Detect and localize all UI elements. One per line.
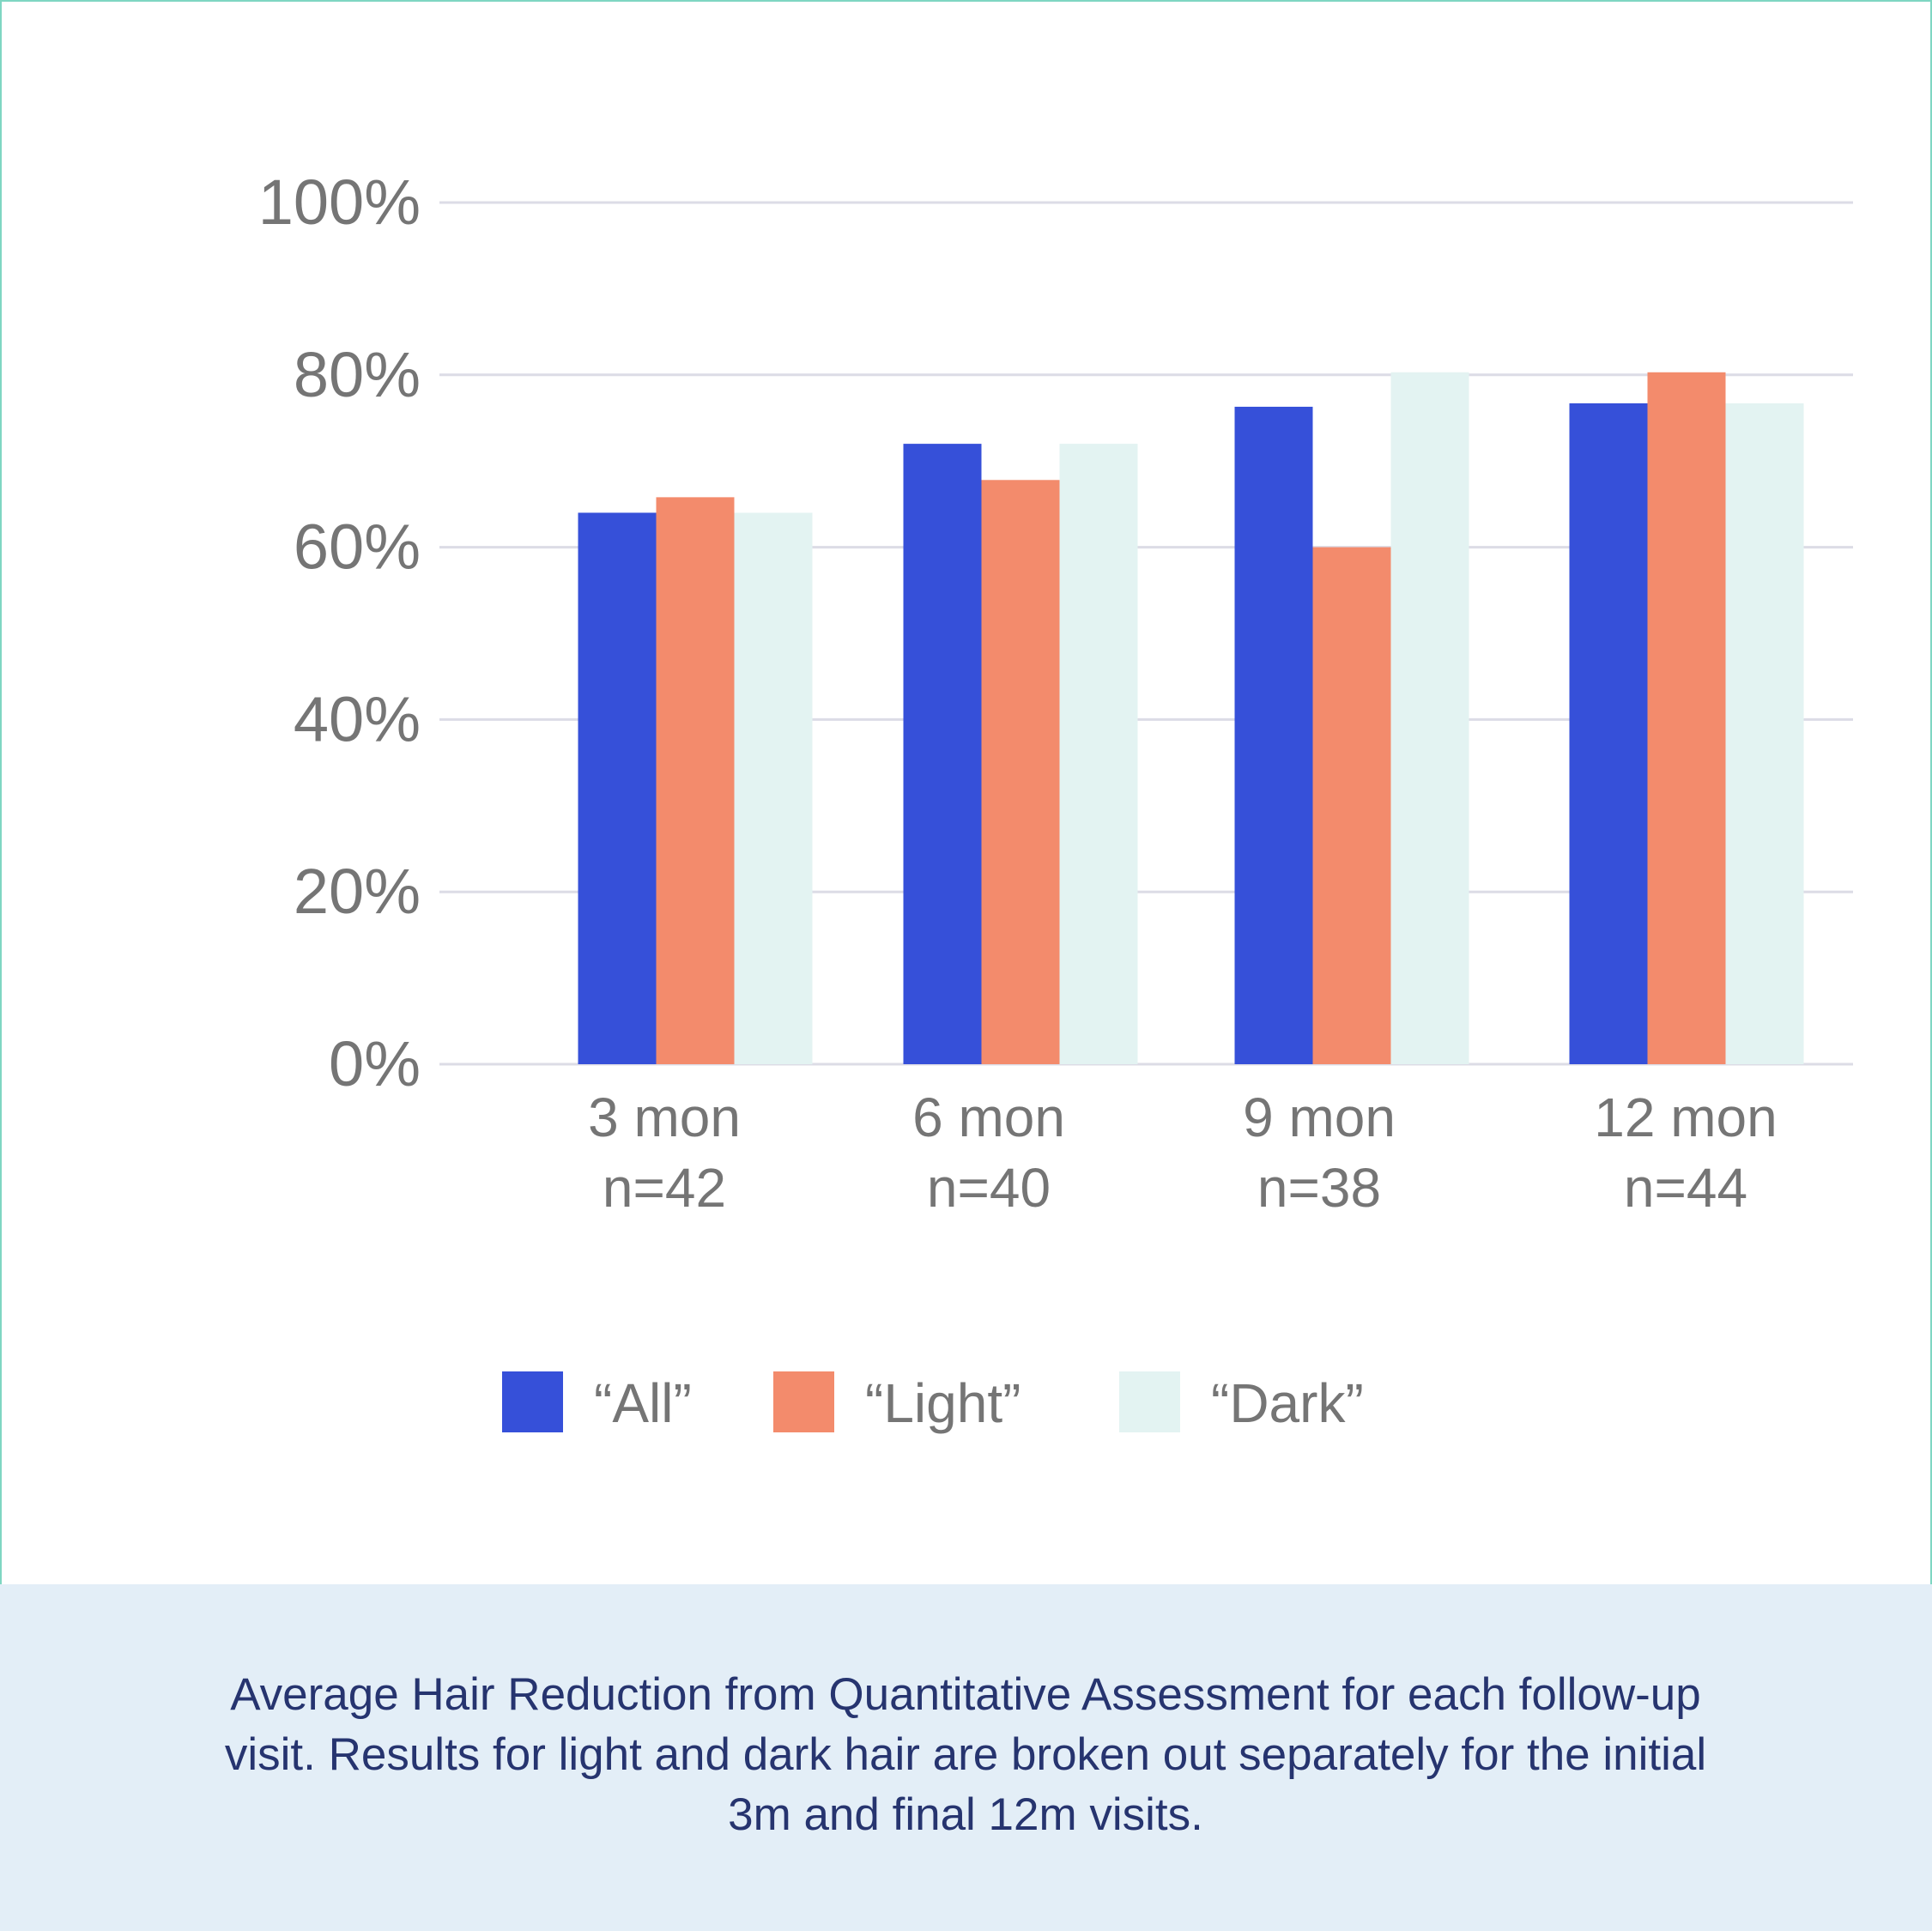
bar	[1390, 372, 1469, 1065]
caption-panel: Average Hair Reduction from Quantitative…	[0, 1584, 1932, 1931]
bar	[1725, 403, 1804, 1064]
legend-label: “Light”	[865, 1372, 1021, 1434]
legend: “All” “Light” “Dark”	[502, 1371, 1364, 1434]
legend-label: “Dark”	[1211, 1372, 1364, 1434]
bar	[578, 512, 657, 1064]
legend-swatch	[502, 1371, 563, 1432]
bars	[578, 372, 1804, 1065]
bar-chart: 0% 20% 40% 60% 80% 100% 3 mon n=42 6 mon n=40 9 m…	[258, 166, 1853, 1434]
y-tick-label: 0%	[329, 1028, 421, 1099]
x-tick-label: 12 mon	[1594, 1087, 1777, 1148]
bar	[656, 497, 735, 1064]
chart-frame: 0% 20% 40% 60% 80% 100% 3 mon n=42 6 mon n=40 9 m…	[0, 0, 1932, 1584]
y-axis-tick-labels: 0% 20% 40% 60% 80% 100%	[258, 166, 421, 1099]
y-tick-label: 60%	[294, 512, 421, 583]
chart-caption: Average Hair Reduction from Quantitative…	[224, 1669, 1707, 1840]
x-tick-sample-size: n=38	[1257, 1157, 1381, 1219]
bar	[981, 480, 1060, 1064]
legend-label: “All”	[594, 1372, 692, 1434]
bar	[903, 444, 982, 1064]
bar	[734, 512, 813, 1064]
bar	[1569, 403, 1648, 1064]
bar	[1312, 547, 1391, 1064]
y-tick-label: 40%	[294, 683, 421, 754]
x-tick-label: 3 mon	[588, 1087, 741, 1148]
x-tick-sample-size: n=40	[927, 1157, 1051, 1219]
bar	[1234, 406, 1313, 1064]
y-tick-label: 100%	[258, 166, 421, 238]
legend-swatch	[1119, 1371, 1180, 1432]
y-tick-label: 20%	[294, 856, 421, 927]
x-tick-label: 9 mon	[1243, 1087, 1396, 1148]
x-tick-sample-size: n=42	[603, 1157, 726, 1219]
legend-swatch	[773, 1371, 834, 1432]
x-tick-label: 6 mon	[912, 1087, 1065, 1148]
x-axis-tick-labels: 3 mon n=42 6 mon n=40 9 mon n=38 12 mon n=44	[588, 1087, 1778, 1219]
x-tick-sample-size: n=44	[1624, 1157, 1747, 1219]
bar	[1059, 444, 1138, 1064]
bar	[1647, 372, 1726, 1065]
y-tick-label: 80%	[294, 339, 421, 410]
